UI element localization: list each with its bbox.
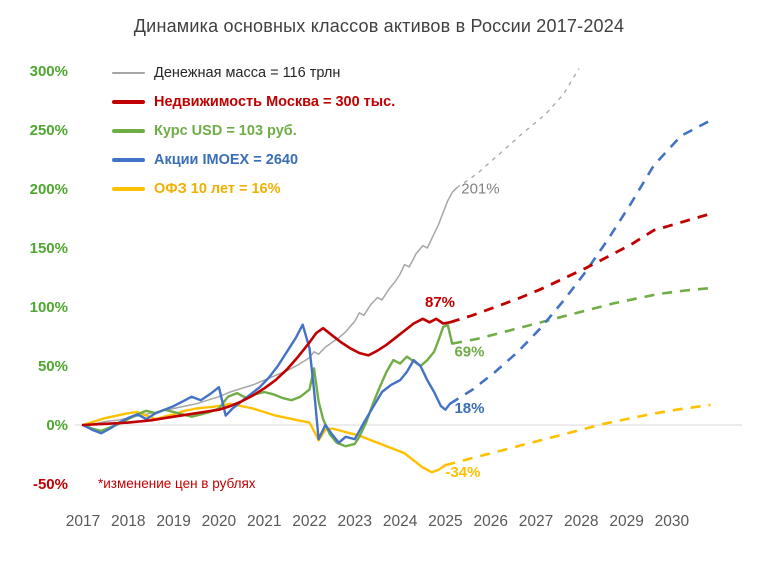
y-axis-tick: 300% — [30, 63, 68, 80]
x-axis-tick: 2030 — [655, 513, 690, 530]
x-axis-tick: 2019 — [156, 513, 190, 530]
imoex-legend-swatch — [112, 158, 145, 162]
money-supply-legend-swatch — [112, 72, 145, 74]
legend-item-money-supply: Денежная масса = 116 трлн — [112, 62, 395, 84]
x-axis-tick: 2029 — [609, 513, 643, 530]
x-axis-tick: 2027 — [519, 513, 553, 530]
money-supply-legend-label: Денежная масса = 116 трлн — [154, 65, 341, 81]
chart-title: Динамика основных классов активов в Росс… — [133, 16, 625, 36]
legend-item-imoex: Акции IMOEX = 2640 — [112, 149, 395, 171]
moscow-realty-legend-label: Недвижимость Москва = 300 тыс. — [154, 94, 396, 110]
y-axis-tick: 250% — [30, 122, 68, 139]
imoex-value-label: 18% — [454, 400, 484, 417]
imoex-history-line — [81, 323, 452, 444]
usd-rate-forecast-line — [451, 286, 711, 345]
ofz-10y-legend-swatch — [112, 187, 145, 191]
moscow-realty-legend-swatch — [112, 100, 145, 104]
x-axis-tick: 2026 — [473, 513, 507, 530]
chart-legend: Денежная масса = 116 трлн Недвижимость Мо… — [112, 62, 395, 200]
imoex-legend-label: Акции IMOEX = 2640 — [154, 152, 299, 168]
usd-rate-legend-label: Курс USD = 103 руб. — [154, 123, 297, 139]
money-supply-forecast-line — [456, 68, 580, 189]
usd-rate-value-label: 69% — [454, 344, 484, 361]
x-axis-tick: 2017 — [66, 513, 100, 530]
x-axis-tick: 2025 — [428, 513, 462, 530]
x-axis-tick: 2021 — [247, 513, 281, 530]
moscow-realty-value-label: 87% — [425, 294, 455, 311]
ofz-10y-legend-label: ОФЗ 10 лет = 16% — [154, 181, 281, 197]
y-axis-tick: -50% — [33, 476, 68, 493]
legend-item-usd-rate: Курс USD = 103 руб. — [112, 120, 395, 142]
x-axis-tick: 2020 — [202, 513, 237, 530]
money-supply-value-label: 201% — [461, 181, 499, 198]
usd-rate-legend-swatch — [112, 129, 145, 133]
x-axis-tick: 2024 — [383, 513, 418, 530]
y-axis-tick: 200% — [30, 181, 68, 198]
legend-item-moscow-realty: Недвижимость Москва = 300 тыс. — [112, 91, 395, 113]
chart-footnote: *изменение цен в рублях — [98, 476, 256, 491]
ofz-10y-value-label: -34% — [445, 464, 480, 481]
moscow-realty-forecast-line — [449, 212, 711, 324]
y-axis-tick: 0% — [46, 417, 68, 434]
y-axis-tick: 150% — [30, 240, 68, 257]
x-axis-tick: 2018 — [111, 513, 145, 530]
y-axis-tick: 50% — [38, 358, 68, 375]
moscow-realty-history-line — [81, 317, 452, 427]
y-axis-tick: 100% — [30, 299, 68, 316]
x-axis-tick: 2023 — [338, 513, 372, 530]
legend-item-ofz-10y: ОФЗ 10 лет = 16% — [112, 178, 395, 200]
x-axis-tick: 2022 — [292, 513, 326, 530]
money-supply-history-line — [82, 187, 458, 426]
x-axis-tick: 2028 — [564, 513, 598, 530]
ofz-10y-forecast-line — [445, 403, 711, 467]
